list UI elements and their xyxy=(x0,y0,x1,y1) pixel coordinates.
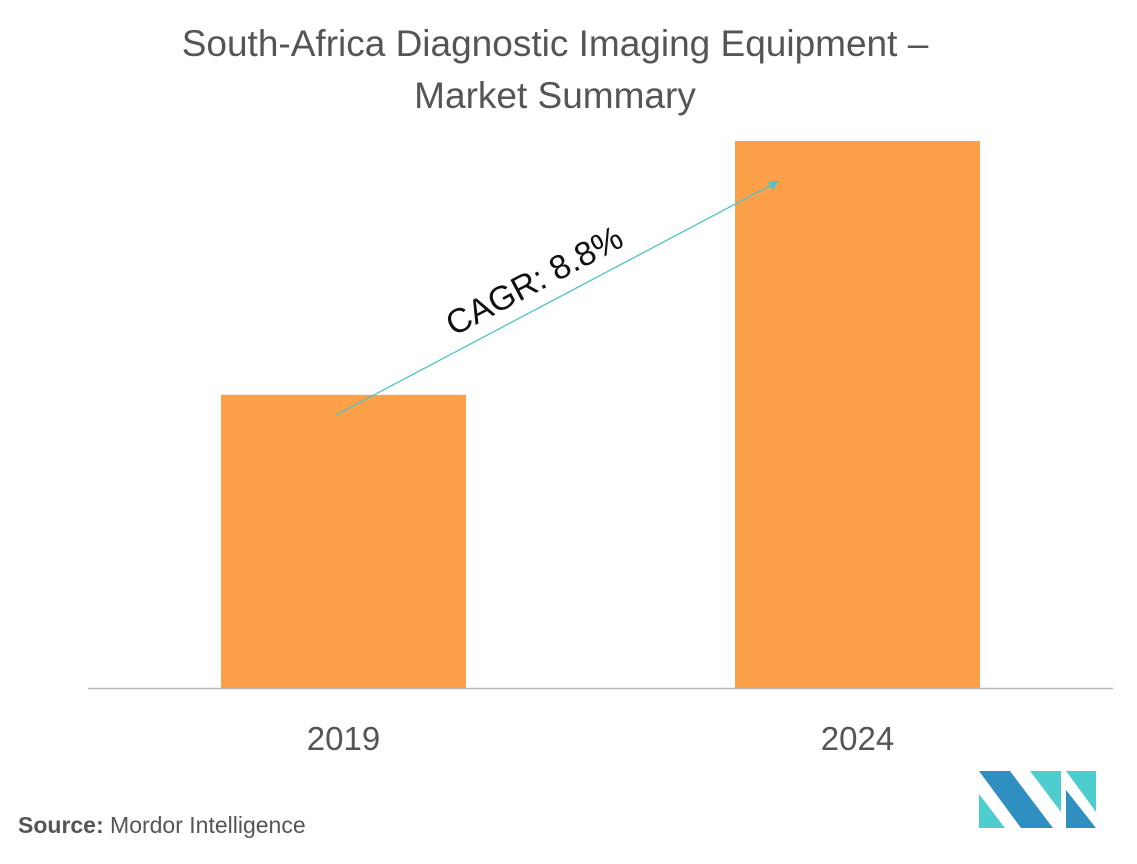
chart-title: South-Africa Diagnostic Imaging Equipmen… xyxy=(0,18,1110,122)
bar-2019 xyxy=(221,394,466,688)
title-line-1: South-Africa Diagnostic Imaging Equipmen… xyxy=(181,23,929,64)
x-tick-label-2024: 2024 xyxy=(821,720,894,757)
source-value: Mordor Intelligence xyxy=(103,812,306,838)
bar-2024 xyxy=(735,141,980,688)
mordor-logo xyxy=(979,771,1096,828)
source-note: Source: Mordor Intelligence xyxy=(18,812,306,839)
title-line-2: Market Summary xyxy=(414,75,696,116)
cagr-arrow xyxy=(335,181,779,416)
cagr-label: CAGR: 8.8% xyxy=(440,219,630,344)
x-tick-label-2019: 2019 xyxy=(307,720,380,757)
source-label: Source: xyxy=(18,812,104,838)
